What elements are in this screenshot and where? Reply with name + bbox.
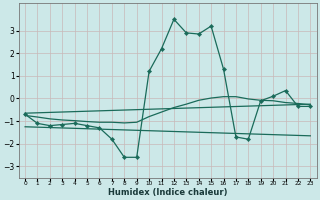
X-axis label: Humidex (Indice chaleur): Humidex (Indice chaleur) — [108, 188, 228, 197]
